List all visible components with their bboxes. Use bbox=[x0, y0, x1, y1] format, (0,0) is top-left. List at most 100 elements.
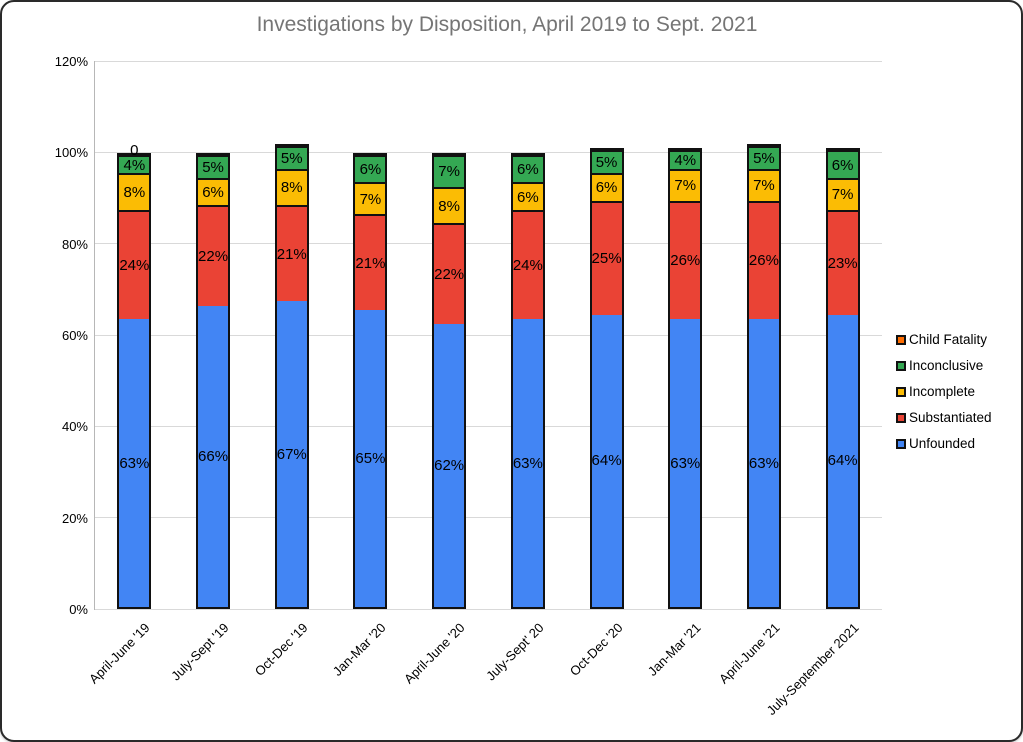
legend-item-unfounded[interactable]: Unfounded bbox=[896, 436, 992, 451]
segment-value-label: 64% bbox=[591, 452, 622, 470]
stacked-bar-6[interactable]: 63% 24% 6% 6% bbox=[510, 152, 545, 609]
legend-item-child-fatality[interactable]: Child Fatality bbox=[896, 332, 992, 347]
stacked-bar-7[interactable]: 64% 25% 6% 5% bbox=[589, 148, 624, 609]
bar-segment-unfounded[interactable]: 63% bbox=[119, 319, 149, 607]
legend-label: Inconclusive bbox=[909, 358, 984, 373]
legend-item-substantiated[interactable]: Substantiated bbox=[896, 410, 992, 425]
bar-segment-inconclusive[interactable]: 5% bbox=[198, 154, 229, 178]
segment-value-label: 5% bbox=[202, 158, 224, 176]
bar-segment-substantiated[interactable]: 26% bbox=[670, 200, 701, 320]
legend-label: Incomplete bbox=[909, 384, 976, 399]
bar-segment-inconclusive[interactable]: 6% bbox=[355, 154, 386, 183]
bar-segment-incomplete[interactable]: 7% bbox=[355, 182, 386, 215]
bar-segment-substantiated[interactable]: 21% bbox=[276, 205, 307, 302]
bar-segment-substantiated[interactable]: 23% bbox=[828, 209, 858, 315]
segment-value-label: 6% bbox=[595, 179, 618, 197]
stacked-bar-10[interactable]: 64% 23% 7% 6% bbox=[825, 148, 860, 609]
bar-segment-inconclusive[interactable]: 5% bbox=[748, 145, 779, 169]
segment-value-label: 6% bbox=[831, 156, 854, 174]
legend-swatch-icon bbox=[896, 438, 906, 449]
legend-swatch-icon bbox=[896, 412, 906, 423]
legend-label: Child Fatality bbox=[909, 332, 988, 347]
segment-value-label: 63% bbox=[670, 454, 701, 472]
stacked-bar-3[interactable]: 67% 21% 8% 5% bbox=[274, 143, 309, 609]
stacked-bar-2[interactable]: 66% 22% 6% 5% bbox=[196, 152, 231, 609]
legend-swatch-icon bbox=[896, 360, 906, 371]
bar-segment-inconclusive[interactable]: 5% bbox=[591, 150, 622, 174]
segment-value-label: 6% bbox=[202, 183, 224, 201]
bar-segment-unfounded[interactable]: 67% bbox=[277, 301, 307, 607]
y-axis-tick-label: 120% bbox=[54, 54, 88, 69]
bar-segment-unfounded[interactable]: 64% bbox=[827, 314, 858, 607]
y-axis-line bbox=[94, 61, 95, 610]
bar-segment-inconclusive[interactable]: 6% bbox=[827, 150, 858, 178]
y-axis-tick-label: 60% bbox=[61, 328, 88, 343]
segment-value-label: 63% bbox=[119, 454, 150, 472]
bar-segment-incomplete[interactable]: 7% bbox=[827, 177, 858, 210]
bar-segment-unfounded[interactable]: 66% bbox=[198, 305, 229, 607]
segment-value-label: 26% bbox=[670, 252, 701, 270]
stacked-bar-8[interactable]: 63% 26% 7% 4% bbox=[668, 148, 703, 609]
bar-segment-incomplete[interactable]: 7% bbox=[748, 168, 779, 201]
gridline bbox=[95, 334, 882, 336]
legend-label: Unfounded bbox=[909, 436, 976, 451]
gridline bbox=[95, 60, 882, 62]
bar-segment-incomplete[interactable]: 8% bbox=[119, 173, 150, 210]
bar-segment-substantiated[interactable]: 25% bbox=[592, 200, 622, 315]
legend-swatch-icon bbox=[896, 334, 906, 345]
segment-value-label: 4% bbox=[674, 152, 697, 169]
zero-value-label: 0 bbox=[130, 141, 139, 159]
y-axis-tick-label: 100% bbox=[54, 145, 88, 161]
bar-segment-inconclusive[interactable]: 5% bbox=[276, 145, 307, 169]
segment-value-label: 6% bbox=[517, 161, 539, 179]
segment-value-label: 7% bbox=[753, 177, 775, 195]
bar-segment-substantiated[interactable]: 22% bbox=[434, 223, 465, 324]
bar-segment-incomplete[interactable]: 6% bbox=[512, 182, 543, 210]
chart-title: Investigations by Disposition, April 201… bbox=[256, 13, 758, 36]
bar-segment-incomplete[interactable]: 6% bbox=[591, 173, 622, 201]
segment-value-label: 22% bbox=[198, 247, 229, 265]
legend-item-inconclusive[interactable]: Inconclusive bbox=[896, 358, 992, 373]
bar-segment-substantiated[interactable]: 21% bbox=[355, 214, 385, 311]
segment-value-label: 66% bbox=[198, 447, 229, 465]
legend-item-incomplete[interactable]: Incomplete bbox=[896, 384, 992, 399]
bar-segment-substantiated[interactable]: 22% bbox=[198, 205, 229, 306]
stacked-bar-4[interactable]: 65% 21% 7% 6% bbox=[353, 152, 388, 609]
segment-value-label: 24% bbox=[119, 257, 150, 275]
bar-segment-incomplete[interactable]: 8% bbox=[276, 168, 307, 206]
bar-segment-substantiated[interactable]: 26% bbox=[749, 200, 779, 320]
stacked-bar-1[interactable]: 63% 24% 8% 4% bbox=[117, 152, 152, 609]
bar-segment-inconclusive[interactable]: 4% bbox=[119, 154, 150, 174]
stacked-bar-5[interactable]: 62% 22% 8% 7% bbox=[432, 152, 467, 609]
segment-value-label: 7% bbox=[831, 186, 854, 204]
stacked-bar-9[interactable]: 63% 26% 7% 5% bbox=[746, 143, 781, 609]
bar-segment-incomplete[interactable]: 7% bbox=[670, 168, 701, 201]
bar-segment-unfounded[interactable]: 63% bbox=[670, 319, 700, 607]
segment-value-label: 4% bbox=[123, 156, 146, 174]
segment-value-label: 5% bbox=[595, 154, 618, 172]
gridline bbox=[95, 517, 882, 519]
y-axis-tick-label: 0% bbox=[69, 602, 88, 617]
segment-value-label: 7% bbox=[674, 177, 697, 195]
segment-value-label: 21% bbox=[276, 245, 307, 263]
legend: Child Fatality Inconclusive Incomplete Subs… bbox=[896, 332, 992, 451]
segment-value-label: 62% bbox=[434, 456, 465, 474]
bar-segment-inconclusive[interactable]: 7% bbox=[434, 154, 465, 187]
bar-segment-unfounded[interactable]: 64% bbox=[591, 314, 622, 607]
segment-value-label: 64% bbox=[827, 452, 858, 470]
bar-segment-unfounded[interactable]: 62% bbox=[434, 323, 465, 607]
gridline bbox=[95, 151, 882, 153]
bar-segment-inconclusive[interactable]: 6% bbox=[512, 154, 543, 183]
bar-segment-unfounded[interactable]: 65% bbox=[355, 310, 385, 607]
segment-value-label: 22% bbox=[434, 266, 465, 284]
bar-segment-incomplete[interactable]: 6% bbox=[198, 177, 229, 206]
bar-segment-unfounded[interactable]: 63% bbox=[513, 319, 543, 607]
bar-segment-substantiated[interactable]: 24% bbox=[513, 209, 543, 320]
segment-value-label: 6% bbox=[517, 188, 539, 206]
segment-value-label: 7% bbox=[438, 163, 460, 181]
bar-segment-substantiated[interactable]: 24% bbox=[119, 209, 150, 320]
bar-segment-unfounded[interactable]: 63% bbox=[749, 319, 779, 607]
bar-segment-inconclusive[interactable]: 4% bbox=[670, 150, 701, 169]
bar-segment-incomplete[interactable]: 8% bbox=[434, 186, 465, 224]
